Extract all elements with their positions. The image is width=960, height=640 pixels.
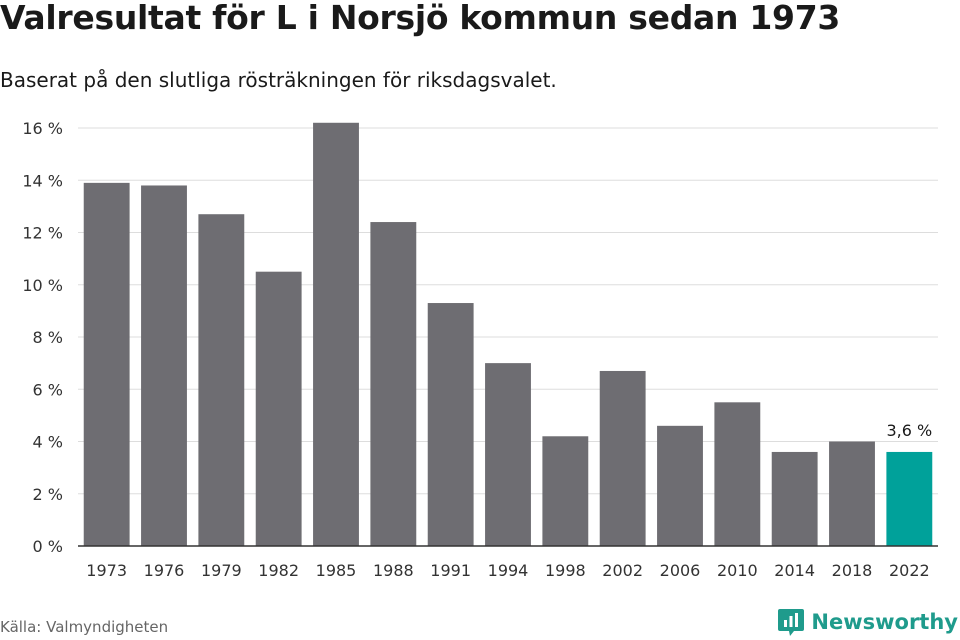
x-tick-label: 1979 [201,561,242,580]
brand-logo[interactable]: Newsworthy [777,607,958,637]
x-tick-label: 1973 [86,561,127,580]
y-tick-label: 16 % [22,119,63,138]
chart-title: Valresultat för L i Norsjö kommun sedan … [0,0,841,37]
bar-1988 [370,222,417,547]
y-tick-label: 4 % [33,433,63,452]
bar-2006 [657,425,703,546]
x-tick-label: 2002 [602,561,643,580]
x-tick-label: 1982 [258,561,299,580]
bars: 3,6 % [83,122,933,547]
x-axis-ticks: 1973 1976 1979 1982 1985 1988 1991 1994 1998 2002… [86,561,929,580]
bar-1994 [485,363,531,546]
x-tick-label: 1985 [316,561,357,580]
x-tick-label: 1998 [545,561,586,580]
chart-subtitle: Baserat på den slutliga rösträkningen fö… [0,68,557,92]
bar-1998 [542,436,589,546]
x-tick-label: 2006 [660,561,701,580]
y-tick-label: 10 % [22,276,63,295]
bar-2022 [886,451,933,546]
y-tick-label: 2 % [33,485,63,504]
bar-1982 [255,271,302,546]
x-tick-label: 2018 [832,561,873,580]
x-tick-label: 2014 [774,561,815,580]
brand-name: Newsworthy [811,610,958,634]
bar-chart: 0 % 2 % 4 % 6 % 8 % 10 % 12 % 14 % 16 % 3,6 % 19… [22,119,938,580]
x-tick-label: 2022 [889,561,930,580]
y-tick-label: 14 % [22,171,63,190]
x-tick-label: 2010 [717,561,758,580]
bar-2010 [714,402,761,546]
source-note: Källa: Valmyndigheten [0,618,169,636]
x-tick-label: 1976 [144,561,185,580]
bar-2018 [829,441,875,546]
bar-1985 [313,122,359,547]
bar-2002 [599,370,646,546]
bar-2014 [771,451,818,546]
y-tick-label: 0 % [33,537,63,556]
newsworthy-logo-icon [778,609,805,636]
bar-1979 [198,214,245,546]
bar-1976 [141,185,187,546]
y-axis-ticks: 0 % 2 % 4 % 6 % 8 % 10 % 12 % 14 % 16 % [22,119,63,556]
y-tick-label: 12 % [22,224,63,243]
x-tick-label: 1991 [430,561,471,580]
bar-1991 [427,303,474,546]
x-tick-label: 1988 [373,561,414,580]
bar-1973 [83,182,130,547]
y-tick-label: 6 % [33,380,63,399]
y-tick-label: 8 % [33,328,63,347]
data-label-2022: 3,6 % [886,421,932,440]
x-tick-label: 1994 [488,561,529,580]
